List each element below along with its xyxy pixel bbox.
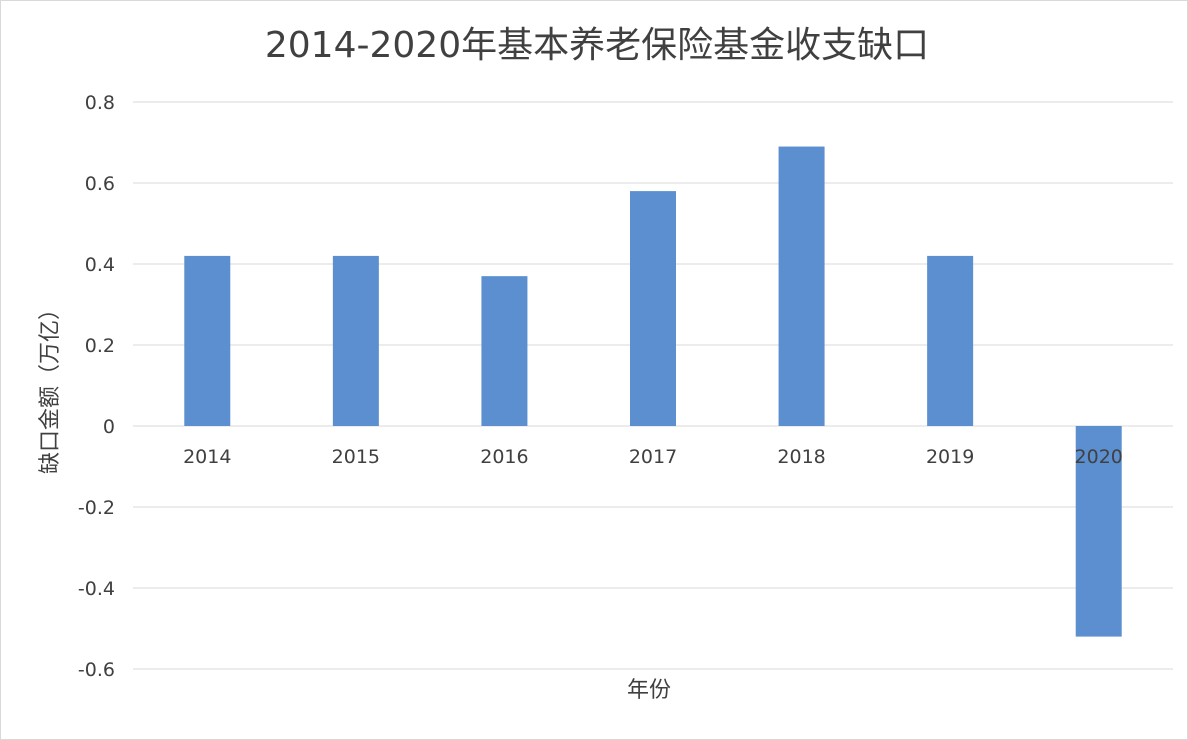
y-axis-ticks: 0.8 0.6 0.4 0.2 0 -0.2 -0.4 -0.6	[78, 92, 115, 681]
y-tick-label: -0.2	[78, 497, 115, 519]
bar-2014	[184, 255, 231, 426]
chart-title: 2014-2020年基本养老保险基金收支缺口	[265, 25, 929, 66]
y-tick-label: 0.8	[85, 92, 115, 114]
x-axis-ticks: 2014 2015 2016 2017 2018 2019 2020	[183, 446, 1123, 468]
y-tick-label: 0.2	[85, 335, 115, 357]
y-tick-label: 0.4	[85, 254, 115, 276]
bar-2019	[927, 255, 974, 426]
x-axis-label: 年份	[627, 678, 671, 703]
bar-2016	[481, 276, 528, 426]
y-axis-label: 缺口金额（万亿）	[38, 298, 63, 474]
y-tick-label: 0.6	[85, 173, 115, 195]
x-tick-label: 2019	[926, 446, 974, 468]
x-tick-label: 2015	[332, 446, 380, 468]
bars	[184, 146, 1122, 637]
bar-2015	[332, 255, 379, 426]
y-tick-label: -0.6	[78, 659, 115, 681]
y-tick-label: -0.4	[78, 578, 115, 600]
x-tick-label: 2020	[1075, 446, 1123, 468]
x-tick-label: 2017	[629, 446, 677, 468]
x-tick-label: 2018	[777, 446, 825, 468]
x-tick-label: 2016	[480, 446, 528, 468]
y-tick-label: 0	[103, 416, 115, 438]
bar-2017	[630, 191, 676, 426]
x-tick-label: 2014	[183, 446, 231, 468]
bar-2020	[1075, 426, 1122, 637]
bar-2018	[778, 146, 825, 427]
